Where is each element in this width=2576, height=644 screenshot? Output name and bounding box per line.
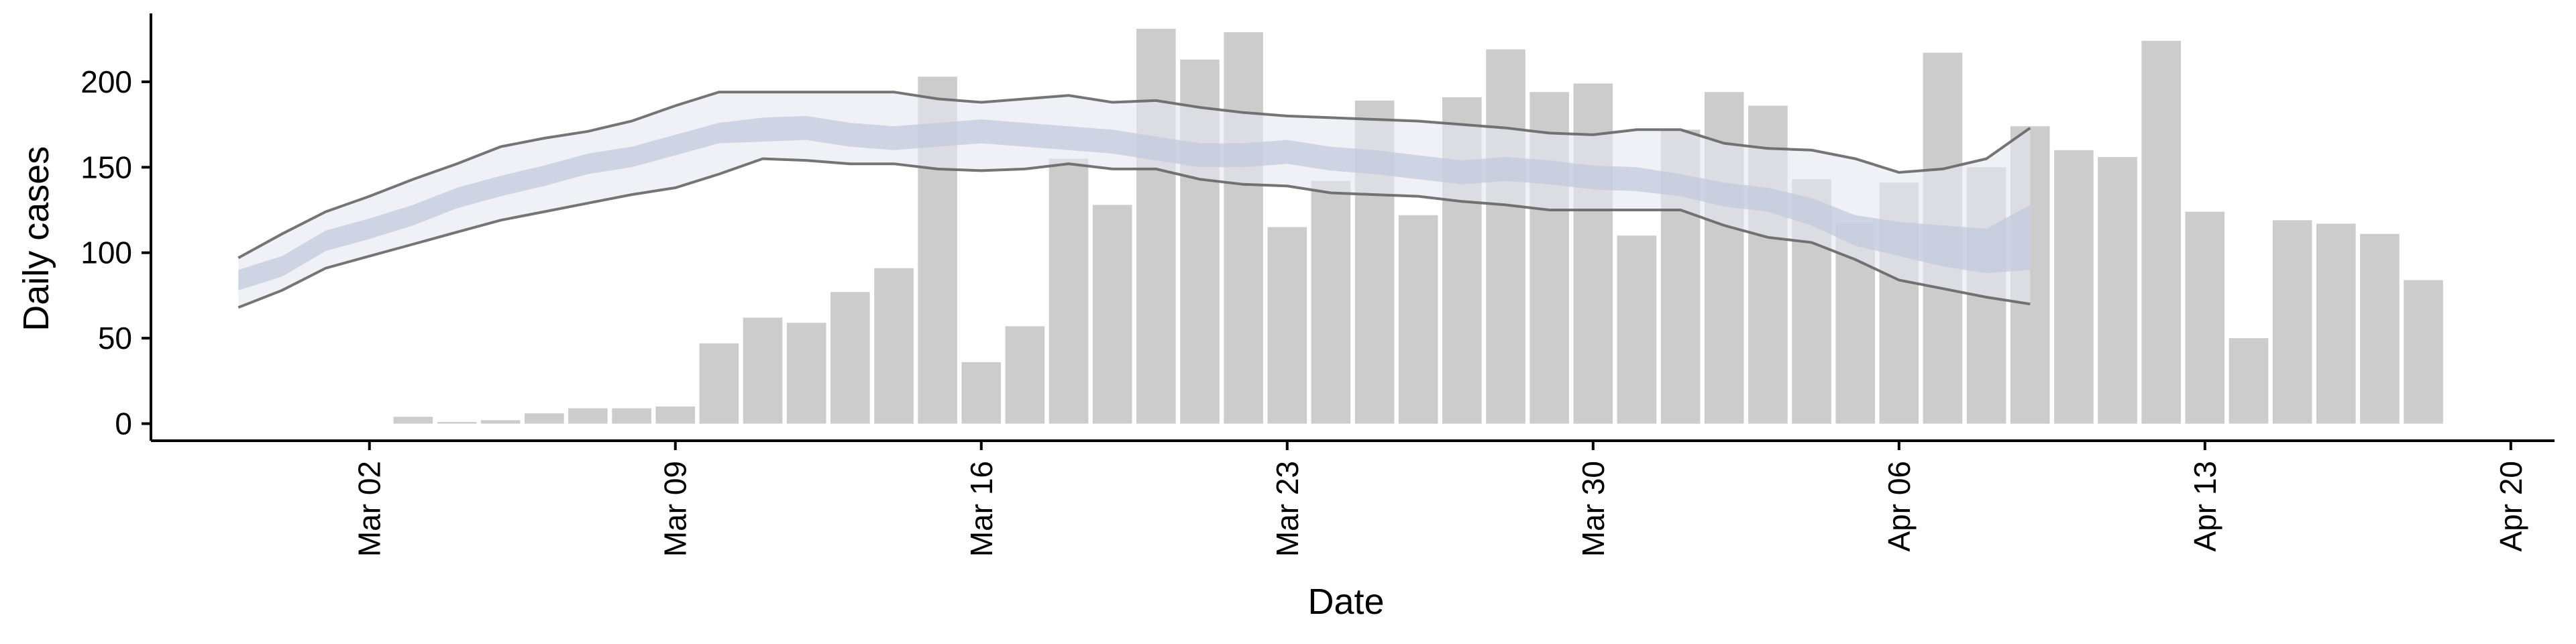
y-tick-label-0: 0 <box>115 407 132 441</box>
bar-2020-03-08 <box>612 408 651 424</box>
bar-2020-04-15 <box>2272 220 2312 424</box>
y-ticks: 0 50 100 150 200 <box>80 64 151 441</box>
y-tick-label-200: 200 <box>80 64 132 99</box>
x-tick-label-Mar 09: Mar 09 <box>658 461 693 557</box>
x-ticks: Mar 02 Mar 09 Mar 16 Mar 23 Mar 30 Apr 06 Apr … <box>352 441 2528 557</box>
bar-2020-03-28 <box>1486 49 1525 424</box>
bar-2020-03-09 <box>655 407 695 424</box>
bar-2020-04-16 <box>2316 223 2356 424</box>
y-tick-label-150: 150 <box>80 150 132 184</box>
bar-2020-03-07 <box>568 408 608 424</box>
bar-2020-04-13 <box>2185 211 2225 424</box>
y-tick-label-100: 100 <box>80 235 132 270</box>
bar-2020-03-04 <box>437 422 477 424</box>
bar-2020-03-18 <box>1049 158 1089 424</box>
bar-2020-04-14 <box>2229 338 2269 424</box>
bar-2020-04-11 <box>2098 157 2137 424</box>
bar-2020-03-22 <box>1224 32 1263 424</box>
x-tick-label-Mar 23: Mar 23 <box>1270 461 1305 557</box>
x-tick-label-Mar 02: Mar 02 <box>352 461 387 557</box>
bar-2020-03-05 <box>480 420 521 424</box>
bar-2020-03-10 <box>699 343 739 424</box>
bar-series <box>393 28 2443 424</box>
bar-2020-03-26 <box>1398 215 1438 424</box>
y-axis-title: Daily cases <box>16 146 56 331</box>
bar-2020-03-06 <box>525 413 564 424</box>
bar-2020-03-16 <box>961 362 1001 424</box>
upper-bound-line <box>237 91 2031 260</box>
bar-2020-03-20 <box>1136 28 1176 424</box>
x-tick-label-Apr 20: Apr 20 <box>2493 461 2528 552</box>
bar-2020-03-14 <box>874 268 914 424</box>
bar-2020-03-23 <box>1267 227 1307 424</box>
x-tick-label-Mar 30: Mar 30 <box>1576 461 1611 557</box>
bar-2020-04-17 <box>2360 233 2400 424</box>
inner-interval-band <box>238 115 2031 290</box>
x-axis-title: Date <box>1307 582 1384 622</box>
bar-2020-04-12 <box>2141 40 2181 424</box>
y-tick-label-50: 50 <box>98 321 132 356</box>
bar-2020-04-18 <box>2404 280 2443 424</box>
bar-2020-03-31 <box>1617 235 1657 424</box>
x-tick-label-Mar 16: Mar 16 <box>964 461 999 557</box>
bar-2020-03-24 <box>1311 180 1351 424</box>
bar-2020-03-03 <box>393 417 433 424</box>
bar-2020-04-10 <box>2054 150 2094 424</box>
x-tick-label-Apr 06: Apr 06 <box>1882 461 1917 552</box>
bar-2020-03-19 <box>1092 205 1132 424</box>
x-tick-label-Apr 13: Apr 13 <box>2188 461 2222 552</box>
ribbon-bands <box>237 91 2031 309</box>
bar-2020-03-11 <box>743 317 783 424</box>
bar-2020-03-17 <box>1005 326 1045 424</box>
bar-2020-03-12 <box>786 323 826 424</box>
lower-bound-line <box>237 157 2031 309</box>
bar-2020-03-13 <box>830 292 870 424</box>
